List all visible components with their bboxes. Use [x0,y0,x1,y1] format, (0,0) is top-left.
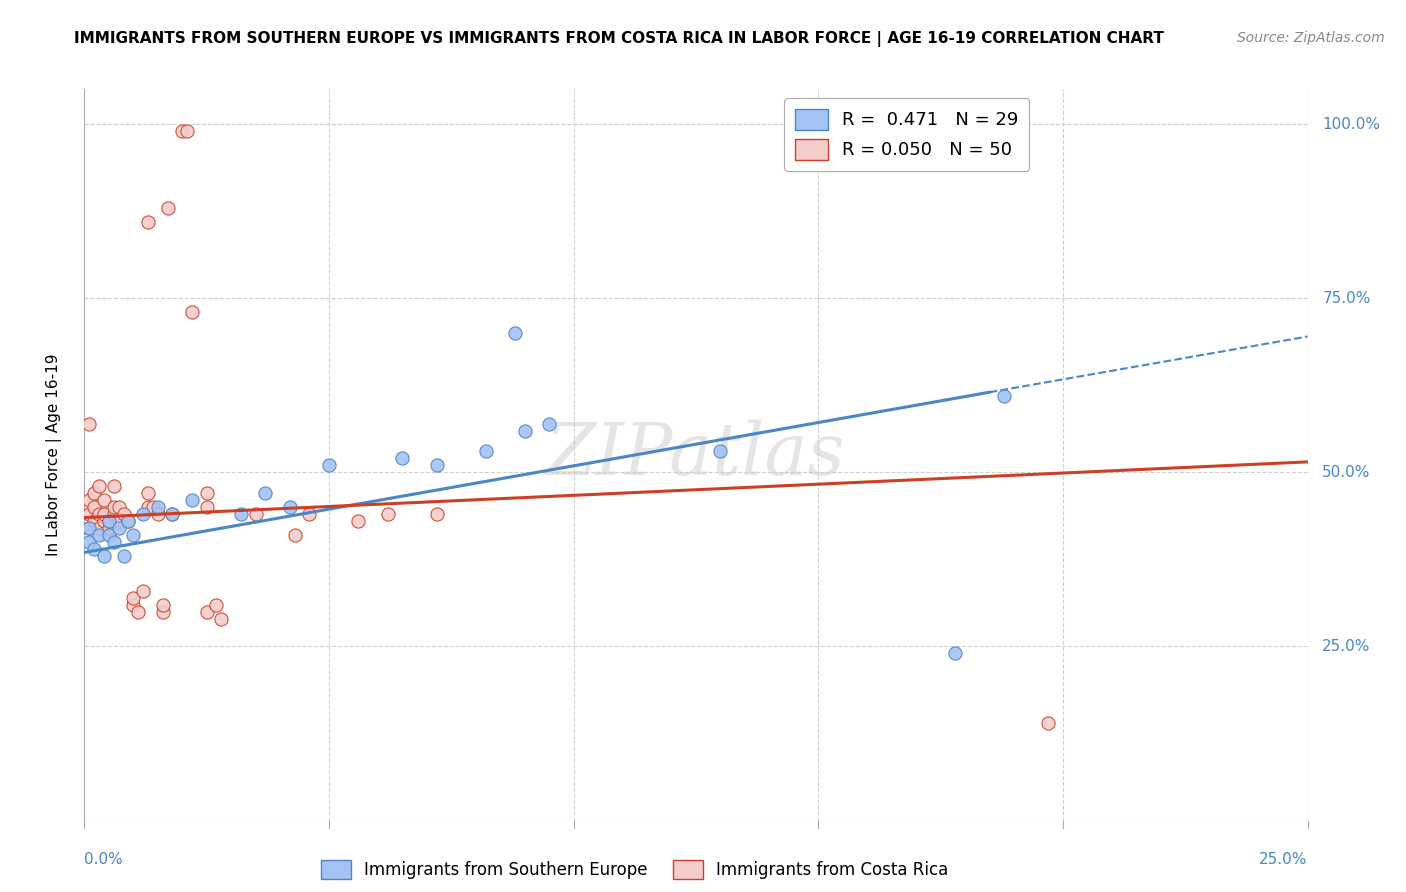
Point [205,598,228,612]
Point [709,444,731,458]
Point [162,507,184,521]
Point [117,514,139,528]
Point [943,647,966,661]
Point [77,493,100,508]
Point [503,326,526,340]
Point [136,486,159,500]
Point [97,514,120,528]
Point [87,507,110,521]
Point [136,500,159,515]
Text: 25.0%: 25.0% [1322,639,1371,654]
Point [83,541,105,556]
Point [136,214,159,228]
Point [426,507,449,521]
Point [142,500,165,515]
Point [195,486,218,500]
Point [195,605,218,619]
Point [132,507,155,521]
Point [83,514,105,528]
Point [474,444,496,458]
Point [112,549,135,563]
Point [152,605,174,619]
Point [93,493,115,508]
Text: ZIPatlas: ZIPatlas [546,419,846,491]
Point [87,521,110,535]
Text: 25.0%: 25.0% [1260,852,1308,867]
Point [181,493,204,508]
Point [391,451,413,466]
Point [122,598,145,612]
Point [83,486,105,500]
Point [132,583,155,598]
Point [117,514,139,528]
Point [284,528,307,542]
Point [93,514,115,528]
Point [77,521,100,535]
Point [1038,716,1060,731]
Text: IMMIGRANTS FROM SOUTHERN EUROPE VS IMMIGRANTS FROM COSTA RICA IN LABOR FORCE | A: IMMIGRANTS FROM SOUTHERN EUROPE VS IMMIG… [73,31,1164,47]
Point [318,458,340,473]
Point [377,507,399,521]
Point [97,514,120,528]
Text: 0.0%: 0.0% [84,852,124,867]
Point [93,549,115,563]
Point [103,535,125,549]
Point [103,500,125,515]
Point [146,507,169,521]
Point [77,521,100,535]
Point [152,598,174,612]
Text: Source: ZipAtlas.com: Source: ZipAtlas.com [1237,31,1385,45]
Point [347,514,370,528]
Point [87,528,110,542]
Point [107,500,129,515]
Point [195,500,218,515]
Point [112,507,135,521]
Point [993,389,1015,403]
Point [93,507,115,521]
Point [77,507,100,521]
Point [254,486,277,500]
Point [513,424,536,438]
Point [107,514,129,528]
Point [122,528,145,542]
Point [87,479,110,493]
Text: 75.0%: 75.0% [1322,291,1371,306]
Point [176,124,198,138]
Point [77,417,100,431]
Point [83,500,105,515]
Point [77,535,100,549]
Point [172,124,194,138]
Point [103,479,125,493]
Text: 100.0%: 100.0% [1322,117,1381,131]
Point [229,507,252,521]
Point [97,521,120,535]
Point [156,201,179,215]
Point [127,605,149,619]
Point [146,500,169,515]
Point [426,458,449,473]
Point [103,507,125,521]
Point [162,507,184,521]
Point [298,507,321,521]
Point [122,591,145,605]
Text: In Labor Force | Age 16-19: In Labor Force | Age 16-19 [46,353,62,557]
Point [538,417,561,431]
Point [97,528,120,542]
Text: 50.0%: 50.0% [1322,465,1371,480]
Legend: Immigrants from Southern Europe, Immigrants from Costa Rica: Immigrants from Southern Europe, Immigra… [315,853,955,886]
Point [107,521,129,535]
Point [181,305,204,319]
Point [278,500,301,515]
Point [209,612,232,626]
Point [245,507,267,521]
